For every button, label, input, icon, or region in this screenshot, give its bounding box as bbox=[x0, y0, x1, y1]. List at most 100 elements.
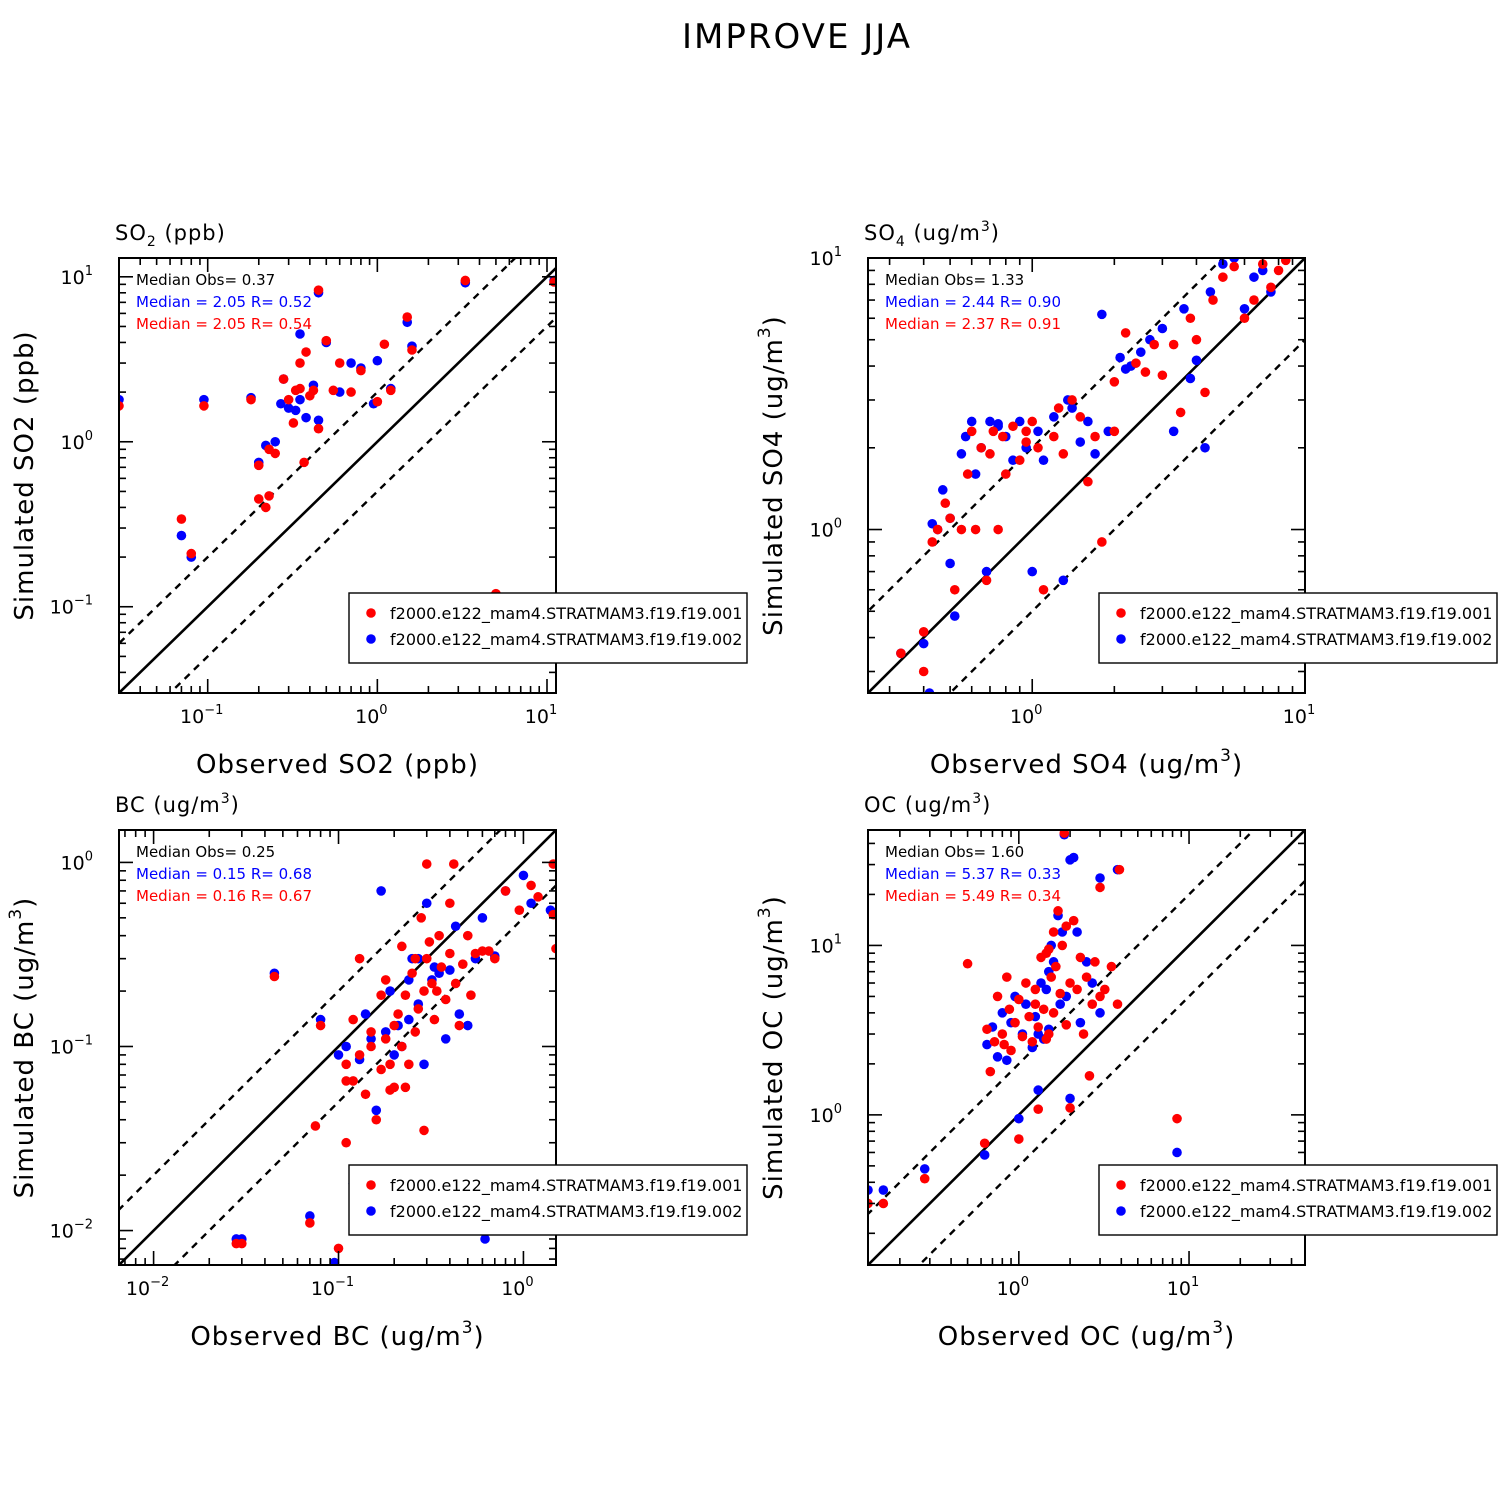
data-point bbox=[308, 385, 319, 396]
data-point bbox=[979, 1138, 990, 1149]
x-axis-title: Observed OC (ug/m3) bbox=[938, 1318, 1235, 1352]
data-point bbox=[1055, 988, 1065, 999]
data-point bbox=[1109, 426, 1120, 437]
oc-panel: 100 101 100 101 OC (ug/m3) Observed OC (ug/m3… bbox=[755, 791, 1498, 1352]
data-point bbox=[385, 986, 395, 996]
data-point bbox=[1072, 927, 1082, 937]
data-point bbox=[1115, 352, 1125, 363]
data-point bbox=[1004, 1004, 1015, 1015]
data-point bbox=[937, 485, 948, 495]
data-point bbox=[424, 937, 435, 947]
y-tick-label: 101 bbox=[61, 264, 93, 289]
one-to-one-line bbox=[868, 258, 1305, 693]
data-point bbox=[389, 1050, 399, 1060]
data-point bbox=[1229, 258, 1239, 263]
data-point bbox=[199, 401, 209, 411]
data-point bbox=[380, 1034, 391, 1044]
data-points bbox=[231, 859, 556, 1265]
data-point bbox=[421, 859, 432, 869]
data-point bbox=[301, 412, 311, 423]
data-point bbox=[982, 1039, 992, 1050]
data-point bbox=[1046, 972, 1057, 982]
data-point bbox=[1068, 852, 1079, 863]
data-point bbox=[299, 457, 309, 468]
figure-title: IMPROVE JJA bbox=[682, 17, 912, 57]
data-point bbox=[1095, 882, 1105, 893]
data-point bbox=[301, 347, 311, 357]
x-axis-title: Observed SO4 (ug/m3) bbox=[930, 746, 1243, 780]
data-point bbox=[1131, 358, 1141, 368]
data-point bbox=[1033, 442, 1043, 453]
legend: f2000.e122_mam4.STRATMAM3.f19.f19.001 f20… bbox=[348, 592, 748, 664]
data-point bbox=[1087, 999, 1098, 1009]
data-point bbox=[1109, 376, 1120, 387]
data-point bbox=[1191, 355, 1202, 366]
data-point bbox=[176, 530, 187, 541]
data-point bbox=[445, 948, 455, 959]
data-point bbox=[1083, 476, 1093, 487]
legend-label: f2000.e122_mam4.STRATMAM3.f19.f19.001 bbox=[390, 1176, 742, 1196]
data-point bbox=[410, 1027, 421, 1037]
data-point bbox=[489, 953, 500, 964]
y-tick-label: 100 bbox=[61, 849, 93, 874]
data-point bbox=[940, 498, 951, 509]
x-tick-label: 100 bbox=[1010, 703, 1042, 728]
data-point bbox=[1090, 449, 1100, 459]
reference-lines bbox=[868, 830, 1305, 1265]
data-point bbox=[305, 1211, 315, 1221]
data-point bbox=[1021, 999, 1031, 1009]
data-point bbox=[949, 611, 960, 621]
data-point bbox=[1273, 265, 1284, 276]
data-point bbox=[429, 962, 440, 972]
x-axis-title: Observed BC (ug/m3) bbox=[190, 1318, 484, 1352]
data-point bbox=[1249, 272, 1259, 282]
data-point bbox=[269, 971, 280, 982]
panel-title: BC (ug/m3) bbox=[115, 791, 240, 817]
data-point bbox=[295, 329, 305, 339]
data-point bbox=[321, 335, 332, 346]
data-point bbox=[989, 1036, 1000, 1047]
data-point bbox=[295, 394, 305, 405]
data-point bbox=[1218, 272, 1228, 282]
data-point bbox=[970, 469, 981, 479]
data-point bbox=[176, 514, 187, 524]
data-point bbox=[458, 959, 468, 969]
data-point bbox=[1053, 403, 1064, 413]
x-tick-label: 101 bbox=[525, 703, 557, 728]
data-point bbox=[1033, 1022, 1044, 1032]
data-point bbox=[419, 1059, 429, 1070]
data-point bbox=[356, 365, 366, 376]
data-point bbox=[1038, 584, 1049, 595]
data-point bbox=[429, 1014, 440, 1025]
data-point bbox=[328, 385, 339, 396]
data-point bbox=[380, 1027, 391, 1037]
data-point bbox=[379, 339, 390, 350]
data-point bbox=[376, 886, 386, 896]
data-point bbox=[1097, 537, 1107, 547]
data-point bbox=[1048, 927, 1059, 937]
data-point bbox=[1081, 972, 1092, 982]
data-point bbox=[551, 943, 556, 954]
axis-ticks bbox=[119, 830, 556, 1265]
median-blue-text: Median = 0.15 R= 0.68 bbox=[136, 865, 312, 883]
median-red-text: Median = 2.05 R= 0.54 bbox=[136, 315, 312, 333]
data-point bbox=[385, 1085, 395, 1095]
data-point bbox=[1095, 873, 1105, 883]
x-tick-label: 101 bbox=[1167, 1275, 1199, 1300]
data-point bbox=[992, 1052, 1003, 1062]
panel-title: SO2 (ppb) bbox=[115, 221, 226, 250]
data-point bbox=[993, 419, 1003, 429]
data-point bbox=[270, 436, 281, 447]
data-point bbox=[1008, 455, 1018, 466]
data-point bbox=[1068, 915, 1079, 926]
median-red-text: Median = 0.16 R= 0.67 bbox=[136, 887, 312, 905]
reference-lines bbox=[868, 258, 1305, 693]
data-point bbox=[1059, 830, 1070, 838]
data-point bbox=[988, 426, 999, 437]
data-point bbox=[949, 584, 960, 595]
data-point bbox=[500, 886, 511, 896]
data-point bbox=[404, 1014, 414, 1025]
data-point bbox=[1048, 1008, 1059, 1018]
data-point bbox=[421, 898, 432, 909]
data-point bbox=[1027, 1036, 1038, 1047]
